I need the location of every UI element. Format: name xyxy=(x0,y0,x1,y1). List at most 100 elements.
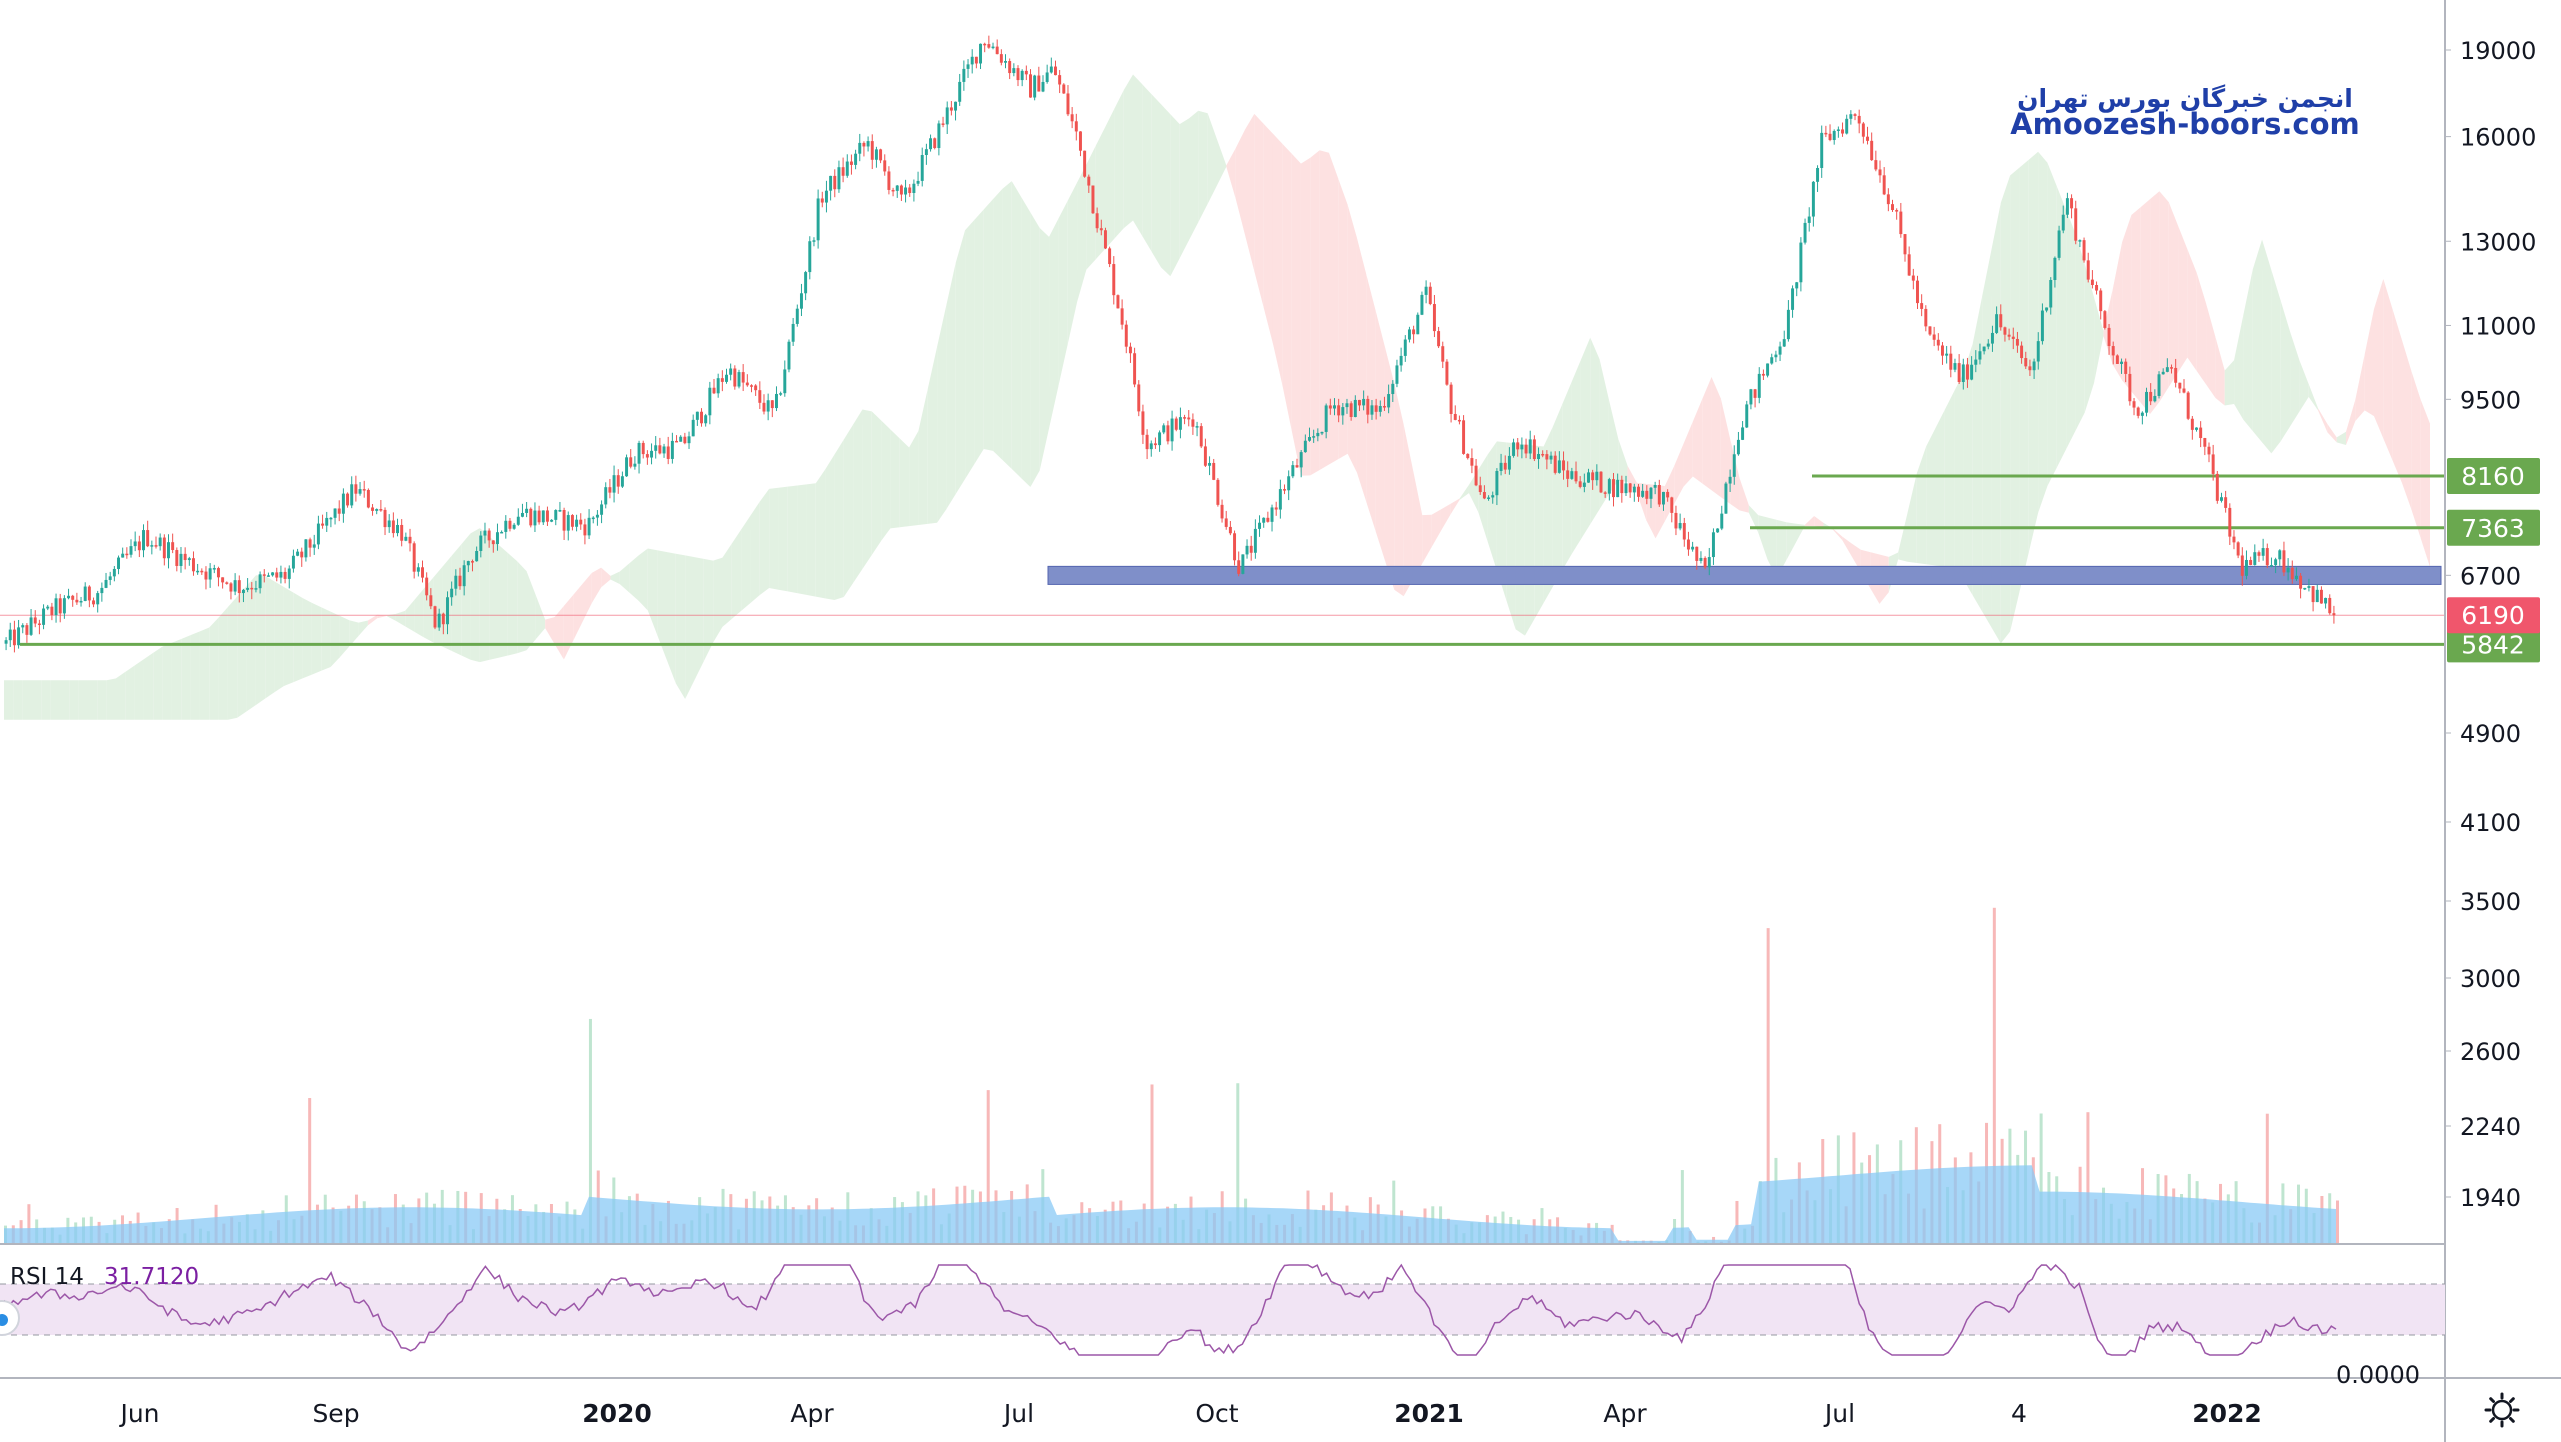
cloud-segment xyxy=(1748,505,1759,533)
candle-body xyxy=(970,56,974,65)
candle-body xyxy=(1528,439,1532,454)
candle-body xyxy=(1441,346,1445,362)
cloud-segment xyxy=(1244,113,1255,272)
candle-body xyxy=(1841,129,1845,134)
candle-body xyxy=(679,436,683,442)
candle-body xyxy=(1149,443,1153,450)
candle-body xyxy=(208,568,212,580)
cloud-segment xyxy=(2206,303,2216,398)
rsi-line xyxy=(3,1263,2337,1356)
candle-body xyxy=(1187,417,1191,420)
cloud-segment xyxy=(1235,129,1245,235)
candle-body xyxy=(108,576,112,580)
cloud-segment xyxy=(974,209,984,465)
cloud-segment xyxy=(1366,274,1376,532)
candle-body xyxy=(187,558,191,561)
cloud-segment xyxy=(2122,214,2132,392)
candle-body xyxy=(237,580,241,594)
candle-body xyxy=(1828,133,1832,141)
candle-body xyxy=(1112,264,1116,296)
candle-body xyxy=(1911,275,1915,281)
price-tick-label: 11000 xyxy=(2460,312,2536,340)
candle-body xyxy=(995,46,999,55)
candle-body xyxy=(383,509,387,528)
candle-body xyxy=(808,241,812,273)
candle-body xyxy=(600,504,604,515)
price-tick-label: 2600 xyxy=(2460,1038,2521,1066)
candle-body xyxy=(745,382,749,386)
candle-body xyxy=(1499,462,1503,471)
volume-bar xyxy=(1735,1200,1739,1243)
candle-body xyxy=(2224,497,2228,508)
candle-body xyxy=(1886,194,1890,205)
price-axis[interactable]: 19000 16000 13000 11000 9500 6700 4900 4100 3500… xyxy=(2445,37,2536,1212)
candle-body xyxy=(1166,425,1170,442)
candle-body xyxy=(675,440,679,443)
candle-body xyxy=(966,64,970,69)
candle-body xyxy=(983,43,987,46)
candle-body xyxy=(1545,454,1549,460)
candle-body xyxy=(1949,353,1953,370)
candle-body xyxy=(2178,382,2182,389)
candle-body xyxy=(1761,373,1765,376)
candle-body xyxy=(658,445,662,454)
cloud-segment xyxy=(759,488,770,595)
candle-body xyxy=(1462,420,1466,454)
candle-body xyxy=(1878,169,1882,176)
time-tick-label: Sep xyxy=(312,1399,359,1428)
cloud-segment xyxy=(1133,74,1143,237)
cloud-segment xyxy=(881,420,891,542)
drag-handle-icon[interactable] xyxy=(0,1300,20,1336)
candle-body xyxy=(1258,522,1262,529)
rsi-pane xyxy=(0,1263,2445,1356)
candle-body xyxy=(2278,550,2282,560)
candle-body xyxy=(1578,481,1582,487)
candle-body xyxy=(924,149,928,156)
cloud-segment xyxy=(1077,164,1087,303)
level-badge-8160: 8160 xyxy=(2447,457,2540,494)
cloud-segment xyxy=(1683,421,1693,487)
time-axis[interactable]: Jun Sep 2020 Apr Jul Oct 2021 Apr Jul 4 2022 xyxy=(118,1399,2261,1428)
candle-body xyxy=(1091,185,1095,214)
candle-body xyxy=(1711,532,1715,558)
settings-gear-icon[interactable] xyxy=(2484,1392,2520,1428)
candle-body xyxy=(879,149,883,161)
candle-body xyxy=(379,509,383,511)
candle-body xyxy=(562,510,566,531)
candle-body xyxy=(1353,399,1357,418)
candle-body xyxy=(633,463,637,467)
candle-body xyxy=(8,629,12,641)
candle-body xyxy=(979,43,983,64)
candle-body xyxy=(458,575,462,587)
candle-body xyxy=(158,537,162,547)
candle-body xyxy=(204,571,208,580)
candle-body xyxy=(137,541,141,551)
candle-body xyxy=(1716,528,1720,533)
candle-body xyxy=(1916,280,1919,304)
cloud-segment xyxy=(330,611,340,667)
cloud-segment xyxy=(1422,514,1432,564)
candle-body xyxy=(233,580,237,592)
candle-body xyxy=(899,185,903,195)
candle-body xyxy=(1603,492,1607,494)
support-zone-rect[interactable] xyxy=(1047,565,2442,585)
volume-bar xyxy=(1150,1084,1154,1243)
candle-body xyxy=(1020,70,1024,81)
candle-body xyxy=(1224,518,1228,527)
ichimoku-cloud xyxy=(4,74,2430,720)
cloud-segment xyxy=(1375,310,1385,561)
candle-body xyxy=(2236,542,2240,556)
candle-body xyxy=(92,600,96,605)
candle-body xyxy=(1116,295,1120,309)
cloud-segment xyxy=(965,219,975,480)
candle-body xyxy=(1070,114,1074,122)
cloud-segment xyxy=(2019,159,2029,592)
candle-body xyxy=(858,142,862,154)
cloud-segment xyxy=(106,678,116,720)
candle-body xyxy=(554,510,558,520)
candle-body xyxy=(733,368,737,387)
cloud-segment xyxy=(13,680,23,720)
rsi-axis-zero: 0.0000 xyxy=(2336,1361,2420,1389)
cloud-segment xyxy=(2168,202,2179,388)
